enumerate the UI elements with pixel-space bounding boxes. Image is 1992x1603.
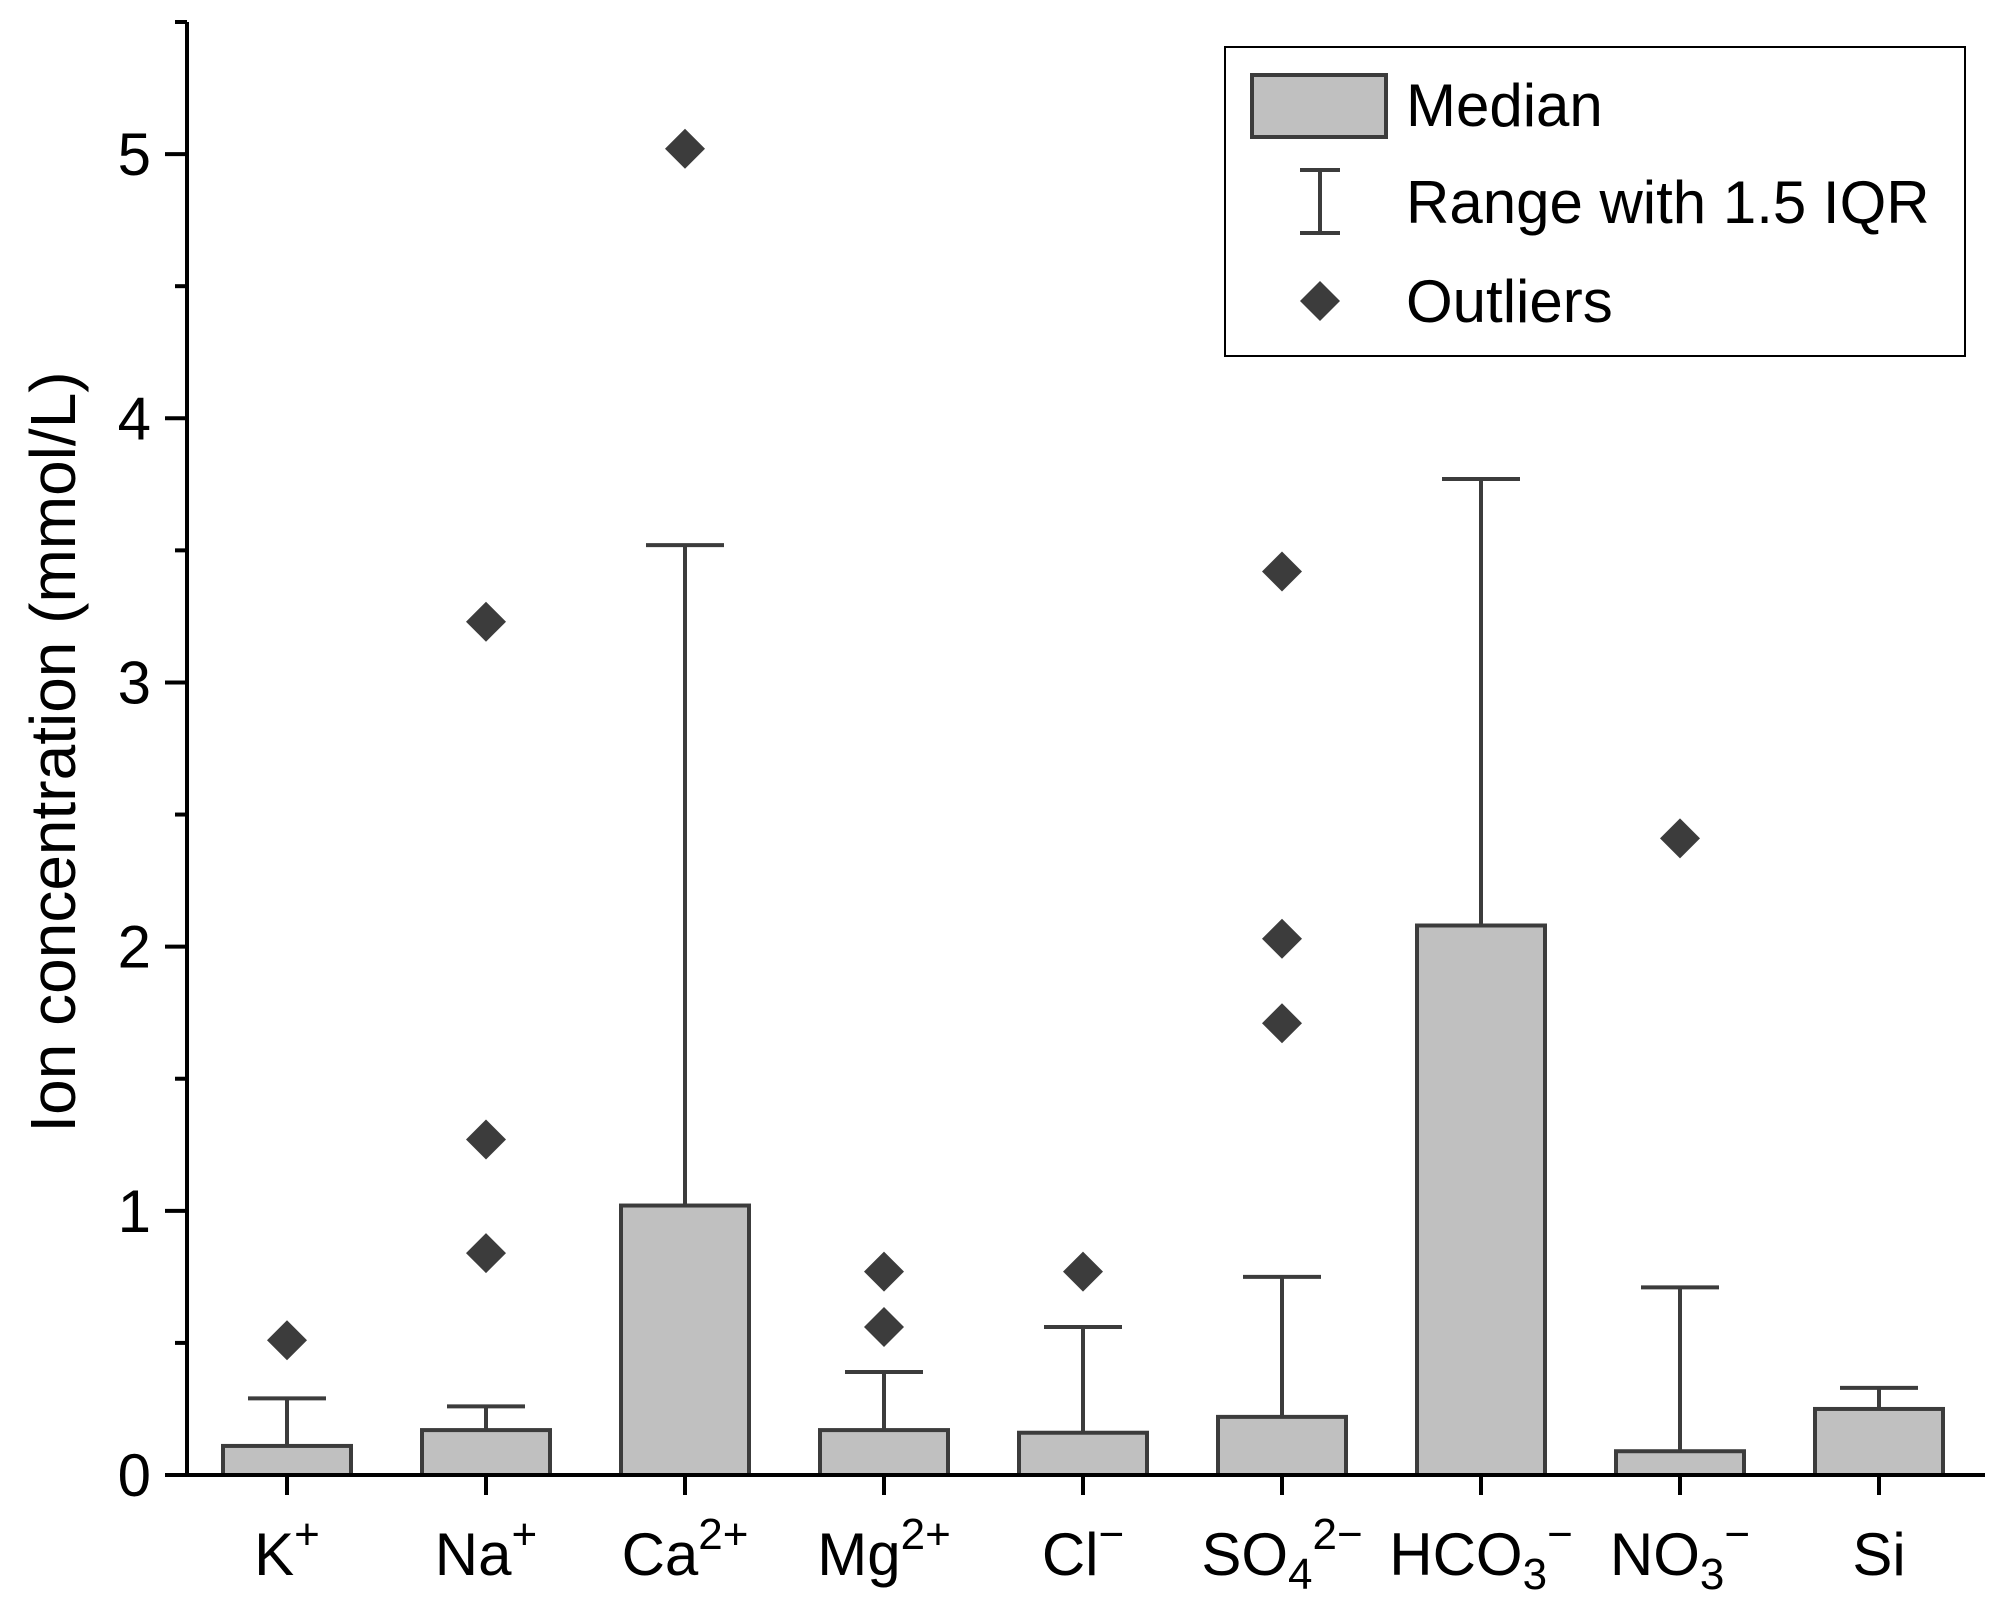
outlier-point-5 xyxy=(864,1251,904,1292)
bar-median-0 xyxy=(221,1443,353,1477)
legend-median-label: Median xyxy=(1406,72,1603,139)
bar-median-8 xyxy=(1813,1406,1945,1478)
x-tick-label-6: HCO3− xyxy=(1389,1510,1573,1599)
y-tick-label-4: 4 xyxy=(118,385,151,452)
outlier-point-4 xyxy=(665,128,705,169)
legend-range-label: Range with 1.5 IQR xyxy=(1406,169,1930,236)
bar-median-1 xyxy=(420,1428,552,1478)
legend-outliers-label: Outliers xyxy=(1406,268,1613,335)
bar-median-7 xyxy=(1614,1449,1746,1477)
outlier-point-11 xyxy=(1660,818,1700,859)
legend-outlier-marker xyxy=(1300,281,1340,321)
x-tick-label-0: K+ xyxy=(254,1510,320,1588)
y-tick-label-0: 0 xyxy=(118,1442,151,1509)
legend: Median Range with 1.5 IQR Outliers xyxy=(1224,46,1966,357)
bar-median-2 xyxy=(619,1203,751,1477)
bar-median-4 xyxy=(1017,1430,1149,1478)
outlier-point-3 xyxy=(466,1233,506,1274)
y-axis-title: Ion concentration (mmol/L) xyxy=(17,371,89,1132)
y-ticks-layer: 0 1 2 3 4 5 xyxy=(118,20,187,1509)
y-tick-label-2: 2 xyxy=(118,914,151,981)
outlier-point-6 xyxy=(864,1307,904,1348)
x-tick-label-7: NO3− xyxy=(1610,1510,1750,1599)
outlier-point-8 xyxy=(1262,551,1302,592)
outliers-layer xyxy=(267,128,1700,1361)
outlier-point-10 xyxy=(1262,1003,1302,1044)
bar-median-5 xyxy=(1216,1414,1348,1478)
bar-median-6 xyxy=(1415,923,1547,1477)
outlier-point-0 xyxy=(267,1320,307,1361)
legend-median-swatch xyxy=(1250,73,1388,139)
whiskers-layer xyxy=(248,477,1918,1452)
legend-range-swatch xyxy=(1300,168,1340,235)
outlier-point-2 xyxy=(466,1119,506,1160)
x-ticks-layer: K+ Na+ Ca2+ Mg2+ Cl− SO42− HCO3− NO3− Si xyxy=(254,1475,1906,1599)
y-tick-label-1: 1 xyxy=(118,1178,151,1245)
outlier-point-1 xyxy=(466,601,506,642)
y-tick-label-3: 3 xyxy=(118,649,151,716)
bar-median-3 xyxy=(818,1428,950,1478)
x-tick-label-5: SO42− xyxy=(1201,1510,1362,1599)
x-tick-label-3: Mg2+ xyxy=(817,1510,951,1588)
y-tick-label-5: 5 xyxy=(118,121,151,188)
x-tick-label-4: Cl− xyxy=(1042,1510,1124,1588)
x-tick-label-2: Ca2+ xyxy=(622,1510,749,1588)
x-tick-label-1: Na+ xyxy=(435,1510,537,1588)
outlier-point-9 xyxy=(1262,918,1302,959)
x-tick-label-8: Si xyxy=(1852,1521,1905,1588)
outlier-point-7 xyxy=(1063,1251,1103,1292)
